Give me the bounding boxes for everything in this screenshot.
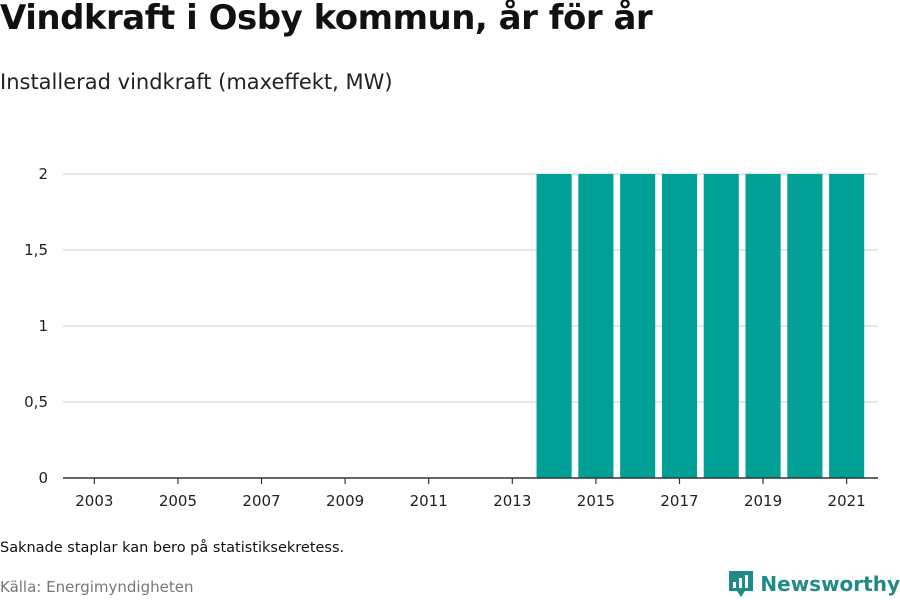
x-tick-label: 2021	[828, 492, 866, 510]
y-tick-label: 0,5	[24, 393, 48, 411]
x-tick-label: 2011	[410, 492, 448, 510]
bars	[536, 174, 865, 478]
chart-subtitle: Installerad vindkraft (maxeffekt, MW)	[0, 70, 393, 94]
bar	[745, 174, 781, 478]
bar	[829, 174, 865, 478]
brand-logo[interactable]: Newsworthy	[728, 568, 900, 600]
newsworthy-logo-icon	[729, 571, 754, 597]
x-tick-label: 2017	[660, 492, 698, 510]
x-tick-label: 2003	[75, 492, 113, 510]
x-tick-label: 2019	[744, 492, 782, 510]
bar	[703, 174, 739, 478]
bar-chart: 0 0,5 1 1,5 2 2003 2005 2007 2009 2011 2013 2015 201…	[24, 165, 878, 510]
x-tick-label: 2009	[326, 492, 364, 510]
x-tick-label: 2007	[242, 492, 280, 510]
y-tick-label: 1	[38, 317, 48, 335]
bar	[578, 174, 614, 478]
bar	[661, 174, 698, 478]
y-tick-label: 1,5	[24, 241, 48, 259]
footnote: Saknade staplar kan bero på statistiksek…	[0, 540, 345, 556]
x-tick-label: 2013	[493, 492, 531, 510]
y-tick-label: 0	[38, 469, 48, 487]
bar	[620, 174, 656, 478]
axes: 0 0,5 1 1,5 2 2003 2005 2007 2009 2011 2013 2015 201…	[24, 165, 878, 510]
source-credit: Källa: Energimyndigheten	[0, 578, 194, 596]
gridlines	[63, 173, 878, 403]
bar	[787, 174, 823, 478]
x-tick-label: 2015	[577, 492, 615, 510]
y-tick-label: 2	[38, 165, 48, 183]
bar	[536, 174, 572, 478]
chart-title: Vindkraft i Osby kommun, år för år	[0, 0, 653, 38]
brand-name: Newsworthy	[760, 572, 900, 596]
x-tick-label: 2005	[159, 492, 197, 510]
